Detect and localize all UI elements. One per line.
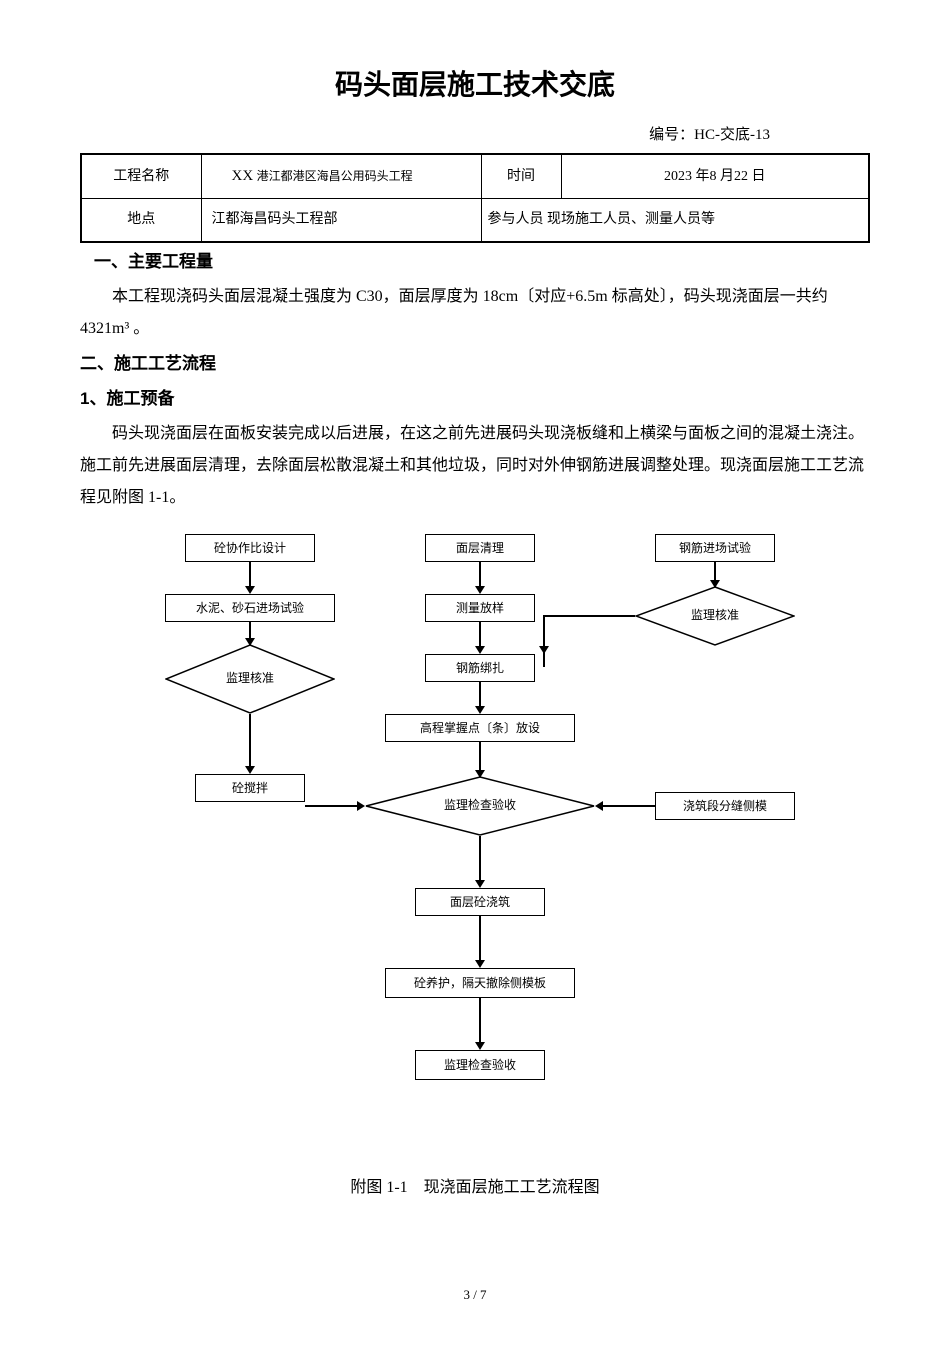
value-project-name: XX 港江都港区海昌公用码头工程: [201, 154, 481, 199]
flowchart: 砼协作比设计 面层清理 钢筋进场试验 水泥、砂石进场试验 测量放样 监理核准 监…: [125, 534, 825, 1154]
node-pour: 面层砼浇筑: [415, 888, 545, 916]
node-inspection-1: 监理检查验收: [365, 776, 595, 836]
value-time: 2023 年8 月22 日: [561, 154, 869, 199]
label-project-name: 工程名称: [81, 154, 201, 199]
label-location: 地点: [81, 199, 201, 242]
page-title: 码头面层施工技术交底: [80, 60, 870, 110]
node-supervisor-approve-right: 监理核准: [635, 586, 795, 646]
node-rebar-test: 钢筋进场试验: [655, 534, 775, 562]
participants-cell: 参与人员 现场施工人员、测量人员等: [481, 199, 869, 242]
node-rebar-tie: 钢筋绑扎: [425, 654, 535, 682]
section-1-body: 本工程现浇码头面层混凝土强度为 C30，面层厚度为 18cm〔对应+6.5m 标…: [80, 281, 870, 345]
node-clean: 面层清理: [425, 534, 535, 562]
node-mix: 砼搅拌: [195, 774, 305, 802]
figure-caption: 附图 1-1 现浇面层施工工艺流程图: [80, 1174, 870, 1203]
node-material-test: 水泥、砂石进场试验: [165, 594, 335, 622]
label-time: 时间: [481, 154, 561, 199]
node-design: 砼协作比设计: [185, 534, 315, 562]
value-location: 江都海昌码头工程部: [201, 199, 481, 242]
node-cure: 砼养护，隔天撤除侧模板: [385, 968, 575, 998]
section-2-sub1: 1、施工预备: [80, 384, 870, 415]
node-inspection-2: 监理检查验收: [415, 1050, 545, 1080]
node-survey: 测量放样: [425, 594, 535, 622]
node-side-mold: 浇筑段分缝侧模: [655, 792, 795, 820]
node-supervisor-approve-left: 监理核准: [165, 644, 335, 714]
info-table: 工程名称 XX 港江都港区海昌公用码头工程 时间 2023 年8 月22 日 地…: [80, 153, 870, 242]
document-number: 编号：HC-交底-13: [80, 122, 870, 149]
node-elevation: 高程掌握点〔条〕放设: [385, 714, 575, 742]
page-number: 3 / 7: [80, 1283, 870, 1306]
section-1-heading: 一、主要工程量: [90, 247, 217, 278]
section-2-heading: 二、施工工艺流程: [80, 349, 870, 380]
section-2-body: 码头现浇面层在面板安装完成以后进展，在这之前先进展码头现浇板缝和上横梁与面板之间…: [80, 418, 870, 514]
